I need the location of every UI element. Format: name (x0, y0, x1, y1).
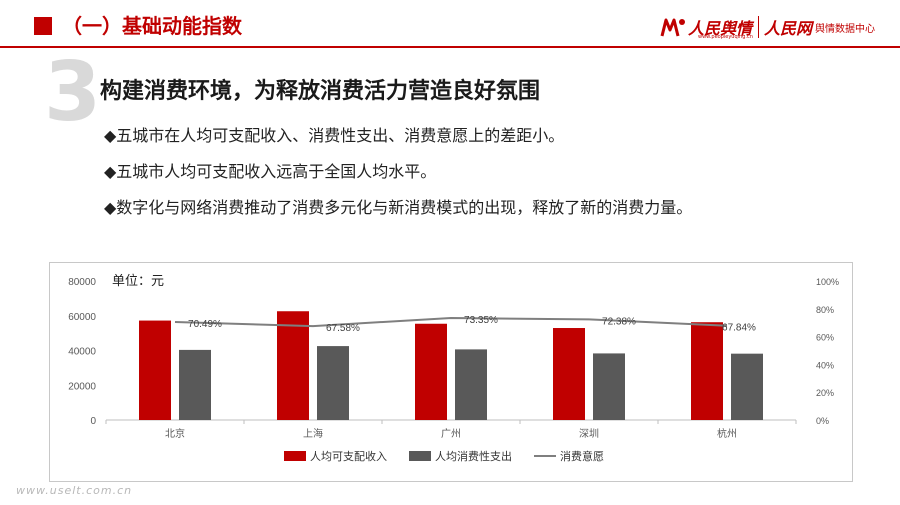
willingness-data-label: 73.35% (464, 315, 498, 326)
willingness-data-label: 72.38% (602, 316, 636, 327)
header-divider (0, 46, 900, 48)
x-tick-label: 北京 (165, 427, 185, 440)
x-tick-label: 广州 (441, 428, 461, 440)
chart-svg: 0 20000 40000 60000 80000 0% 20% 40% 60% 80% 100% 单… (68, 274, 839, 463)
willingness-data-label: 70.49% (188, 319, 222, 330)
bullet-item: ◆五城市人均可支配收入远高于全国人均水平。 (104, 162, 437, 181)
y-right-tick-label: 20% (816, 388, 834, 398)
watermark: www.uselt.com.cn (16, 484, 133, 497)
y-left-tick-label: 40000 (68, 347, 96, 358)
logo1-text: 人民舆情 (688, 19, 753, 38)
page-title: （一）基础动能指数 (62, 14, 242, 38)
income-bar (691, 322, 723, 420)
title-marker (34, 17, 52, 35)
legend-label: 消费意愿 (560, 449, 604, 463)
expense-bar (179, 349, 211, 420)
expense-bar (731, 353, 763, 420)
people-yuqing-logo: 人民舆情 (660, 14, 752, 40)
y-right-tick-label: 80% (816, 305, 834, 315)
legend-income-swatch (284, 451, 306, 461)
x-tick-label: 杭州 (717, 427, 737, 440)
logo2-center-text: 舆情数据中心 (815, 23, 876, 35)
section-title: 构建消费环境，为释放消费活力营造良好氛围 (100, 79, 541, 104)
y-left-tick-label: 60000 (68, 312, 96, 323)
expense-bar (593, 353, 625, 420)
bullet-item: ◆五城市在人均可支配收入、消费性支出、消费意愿上的差距小。 (104, 126, 565, 145)
legend-label: 人均可支配收入 (310, 449, 387, 463)
y-right-tick-label: 40% (816, 360, 834, 370)
people-net-logo: 人民网 舆情数据中心 (764, 14, 875, 40)
y-left-tick-label: 80000 (68, 277, 96, 288)
legend-label: 人均消费性支出 (435, 449, 512, 463)
y-left-tick-label: 0 (90, 416, 96, 427)
section-number: 3 (44, 45, 102, 140)
bullet-item: ◆数字化与网络消费推动了消费多元化与新消费模式的出现，释放了新的消费力量。 (104, 198, 693, 217)
income-bar (415, 323, 447, 420)
income-bar (277, 311, 309, 420)
bullet-list: ◆五城市在人均可支配收入、消费性支出、消费意愿上的差距小。 ◆五城市人均可支配收… (104, 124, 692, 232)
expense-bar (455, 349, 487, 420)
y-right-tick-label: 60% (816, 333, 834, 343)
income-bar (553, 328, 585, 420)
legend-expense-swatch (409, 451, 431, 461)
y-right-tick-label: 0% (816, 416, 829, 426)
people-logo-icon (660, 18, 685, 37)
willingness-data-label: 67.58% (326, 323, 360, 334)
logo1-url: www.peopleyuqing.cn (698, 34, 753, 40)
willingness-line (174, 317, 728, 328)
x-tick-label: 深圳 (579, 428, 599, 440)
x-tick-label: 上海 (303, 427, 323, 440)
y-left-tick-label: 20000 (68, 381, 96, 392)
logo-separator (758, 16, 759, 38)
y-right-tick-label: 100% (816, 277, 839, 287)
consumption-chart: 0 20000 40000 60000 80000 0% 20% 40% 60% 80% 100% 单… (49, 262, 853, 482)
header: （一）基础动能指数 人民舆情 www.peopleyuqing.cn 人民网 舆… (0, 0, 900, 48)
income-bar (139, 320, 171, 420)
logo2-text: 人民网 (764, 19, 813, 38)
expense-bar (317, 346, 349, 420)
willingness-data-label: 67.84% (722, 323, 756, 334)
unit-label: 单位：元 (112, 274, 164, 289)
